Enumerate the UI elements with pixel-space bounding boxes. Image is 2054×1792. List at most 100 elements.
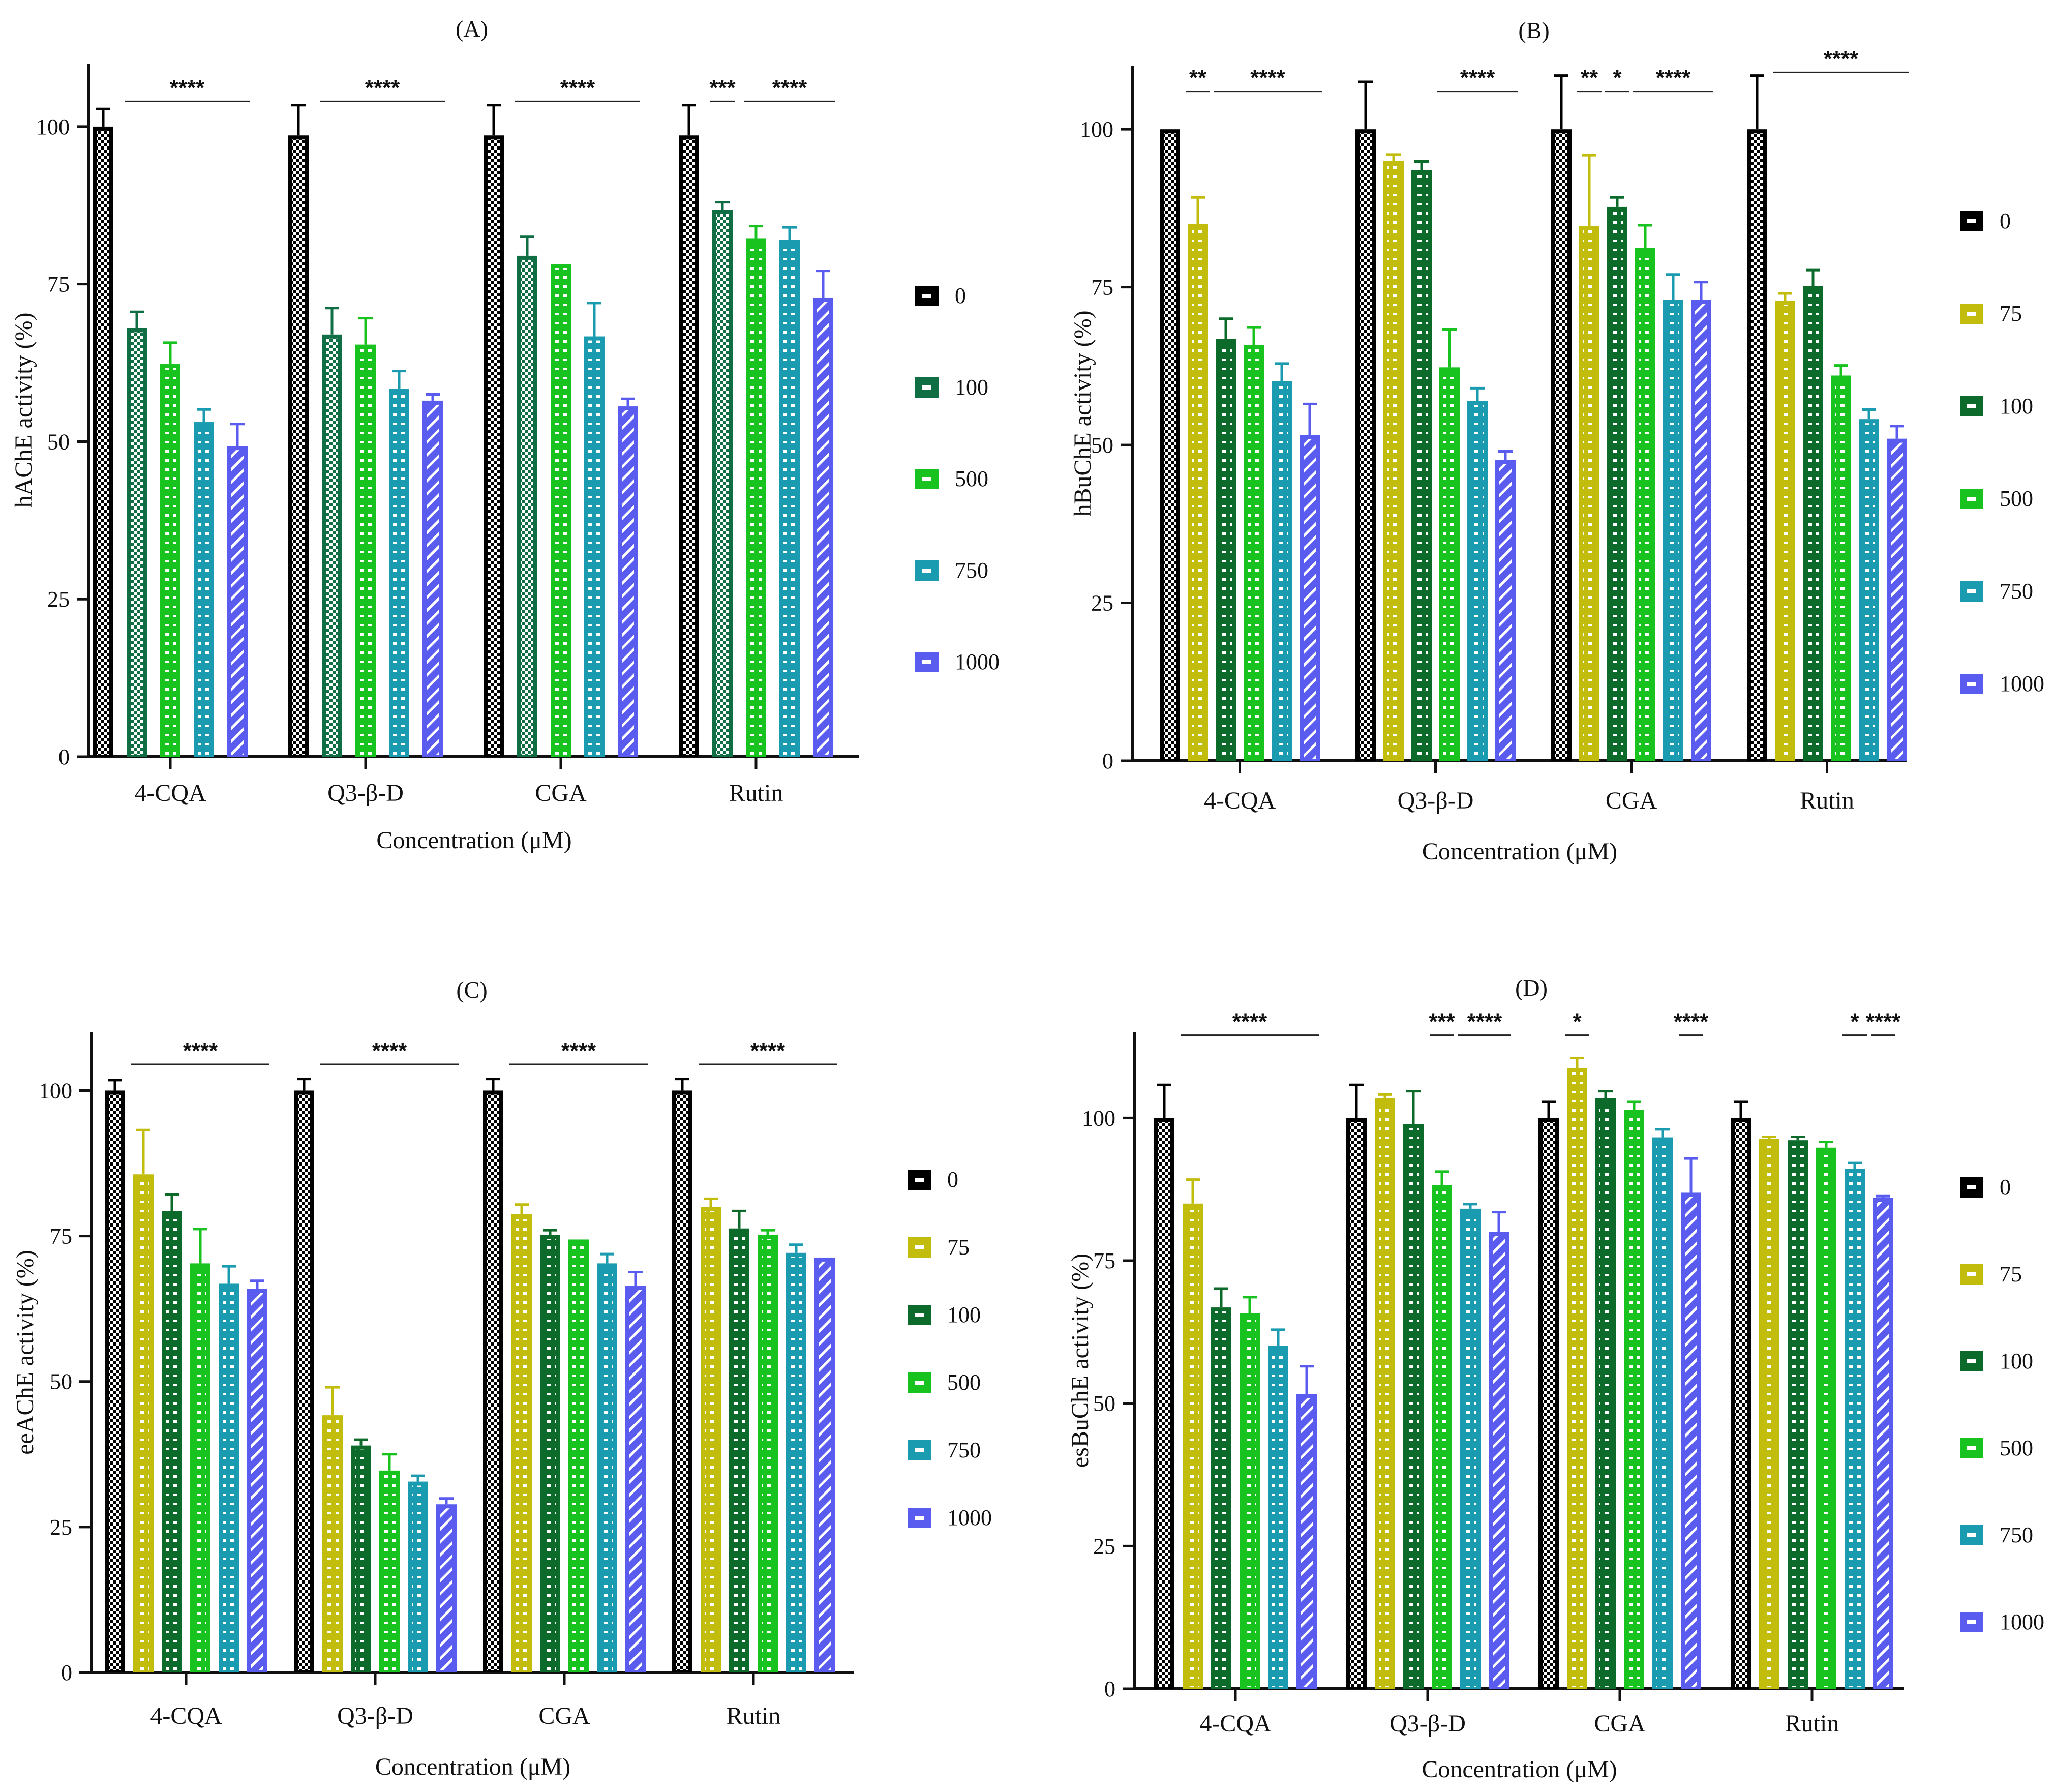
significance-label: ** bbox=[1581, 66, 1598, 91]
bar-pattern bbox=[521, 259, 533, 755]
legend-swatch-pattern bbox=[1967, 1533, 1976, 1537]
bar-pattern bbox=[326, 338, 338, 755]
y-tick-label: 75 bbox=[50, 1224, 72, 1249]
y-tick-label: 0 bbox=[58, 744, 70, 769]
significance-label: **** bbox=[1674, 1009, 1709, 1034]
legend-label-500: 500 bbox=[2000, 1436, 2033, 1460]
significance-label: **** bbox=[750, 1038, 786, 1063]
bar-pattern bbox=[1779, 305, 1791, 759]
bar-pattern bbox=[1471, 405, 1484, 759]
y-tick-label: 75 bbox=[47, 272, 70, 297]
bar-pattern bbox=[1158, 1122, 1170, 1687]
panel-B: (B) 0 25 50 75 100 hBuChE activity (%) Concentr… bbox=[1069, 17, 2044, 865]
bar-pattern bbox=[1877, 1202, 1889, 1687]
legend-swatch-pattern bbox=[915, 1381, 924, 1385]
bar-pattern bbox=[750, 243, 762, 755]
significance-label: **** bbox=[1656, 66, 1691, 91]
bar-pattern bbox=[1667, 304, 1679, 759]
legend-label-0: 0 bbox=[955, 283, 966, 308]
category-label: 4-CQA bbox=[1199, 1710, 1272, 1737]
bar-pattern bbox=[97, 130, 109, 755]
y-tick-label: 100 bbox=[1082, 1106, 1115, 1130]
legend-label-75: 75 bbox=[947, 1235, 970, 1260]
category-label: 4-CQA bbox=[1204, 787, 1276, 814]
legend-swatch-pattern bbox=[922, 569, 931, 573]
bar-pattern bbox=[1164, 133, 1176, 759]
significance-label: **** bbox=[1232, 1009, 1267, 1034]
bar-pattern bbox=[516, 1218, 528, 1670]
category-label: Q3-β-D bbox=[327, 780, 404, 807]
bar-pattern bbox=[1820, 1151, 1832, 1687]
category-label: 4-CQA bbox=[150, 1703, 222, 1729]
legend-swatch-pattern bbox=[1967, 1446, 1976, 1450]
bar-pattern bbox=[588, 340, 600, 755]
legend-label-750: 750 bbox=[2000, 579, 2033, 604]
category-label: Q3-β-D bbox=[337, 1703, 413, 1729]
legend-swatch-pattern bbox=[1967, 312, 1976, 316]
bar-pattern bbox=[1695, 304, 1707, 759]
bar-pattern bbox=[1807, 290, 1819, 759]
bar-pattern bbox=[1248, 349, 1260, 759]
legend-swatch-pattern bbox=[922, 385, 931, 390]
bar-pattern bbox=[1301, 1398, 1313, 1687]
category-label: CGA bbox=[1594, 1710, 1646, 1737]
bar-pattern bbox=[705, 1211, 717, 1670]
significance-label: **** bbox=[1467, 1009, 1502, 1034]
bar-pattern bbox=[1571, 1072, 1583, 1687]
bar-pattern bbox=[1493, 1236, 1505, 1687]
y-tick-label: 75 bbox=[1093, 1248, 1115, 1273]
chart-title: (C) bbox=[456, 977, 487, 1003]
bar-pattern bbox=[1611, 211, 1623, 759]
x-axis-title: Concentration (μM) bbox=[376, 827, 571, 854]
bar-pattern bbox=[555, 268, 567, 755]
bar-pattern bbox=[1685, 1197, 1697, 1687]
legend-label-0: 0 bbox=[947, 1167, 958, 1192]
category-label: 4-CQA bbox=[134, 780, 206, 807]
legend-label-1000: 1000 bbox=[2000, 1609, 2044, 1634]
bar-pattern bbox=[783, 244, 796, 755]
legend-swatch-pattern bbox=[1967, 1359, 1976, 1363]
category-label: Q3-β-D bbox=[1398, 787, 1474, 814]
legend-swatch-pattern bbox=[1967, 1185, 1976, 1189]
bar-pattern bbox=[440, 1508, 452, 1670]
legend-swatch-pattern bbox=[915, 1178, 924, 1182]
legend-swatch-pattern bbox=[922, 294, 931, 298]
bar-pattern bbox=[1628, 1114, 1640, 1687]
bar-pattern bbox=[1304, 439, 1316, 759]
legend-label-100: 100 bbox=[2000, 394, 2033, 419]
bar-pattern bbox=[1555, 133, 1567, 759]
y-axis-title: esBuChE activity (%) bbox=[1067, 1253, 1094, 1468]
bar-pattern bbox=[1499, 464, 1512, 759]
legend-label-100: 100 bbox=[955, 375, 988, 400]
bar-pattern bbox=[231, 450, 244, 755]
significance-label: **** bbox=[170, 75, 205, 100]
bar-pattern bbox=[1863, 423, 1875, 759]
category-label: Rutin bbox=[1800, 787, 1854, 814]
bar-pattern bbox=[166, 1215, 178, 1670]
y-axis-title: eeAChE activity (%) bbox=[12, 1250, 39, 1455]
significance-label: * bbox=[1613, 66, 1622, 91]
legend-label-0: 0 bbox=[2000, 1175, 2011, 1200]
bar-pattern bbox=[629, 1290, 642, 1670]
bar-pattern bbox=[1656, 1141, 1669, 1687]
bar-pattern bbox=[1849, 1173, 1861, 1687]
category-label: Rutin bbox=[729, 780, 783, 807]
x-axis-title: Concentration (μM) bbox=[1422, 1756, 1617, 1783]
legend-swatch-pattern bbox=[1967, 589, 1976, 593]
chart-title: (D) bbox=[1515, 975, 1548, 1001]
x-axis-title: Concentration (μM) bbox=[375, 1753, 570, 1780]
bar-pattern bbox=[817, 302, 829, 755]
significance-label: **** bbox=[183, 1038, 218, 1063]
bar-pattern bbox=[1272, 1350, 1284, 1687]
legend-swatch-pattern bbox=[922, 477, 931, 481]
legend-swatch-pattern bbox=[922, 660, 931, 664]
legend-swatch-pattern bbox=[915, 1516, 924, 1520]
significance-label: **** bbox=[772, 75, 807, 100]
y-tick-label: 50 bbox=[1093, 1391, 1115, 1416]
bar-pattern bbox=[1407, 1128, 1419, 1687]
bar-pattern bbox=[1360, 133, 1372, 759]
y-tick-label: 0 bbox=[1102, 749, 1113, 773]
bar-pattern bbox=[819, 1261, 831, 1670]
bar-pattern bbox=[137, 1178, 149, 1670]
